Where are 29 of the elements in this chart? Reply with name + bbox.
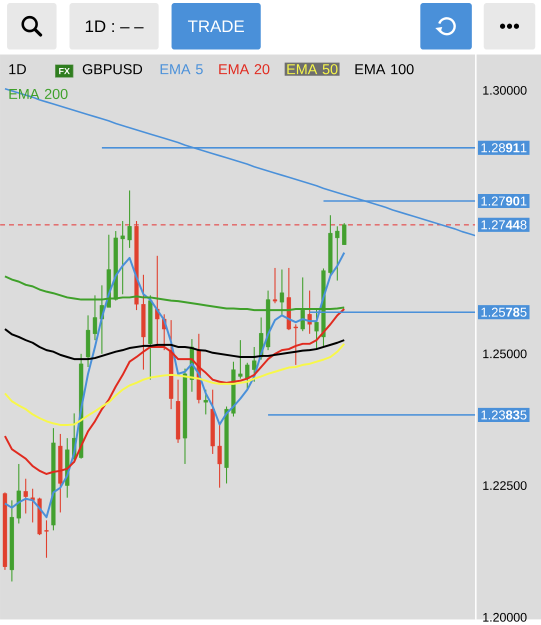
y-tick-label: 1.22500	[483, 481, 526, 490]
text: 1.23835	[481, 410, 526, 420]
text: 1D : – –	[86, 20, 144, 32]
candlestick	[127, 190, 132, 248]
candlestick	[120, 220, 125, 295]
text: 1.25785	[481, 308, 526, 317]
candlestick	[294, 324, 298, 366]
text: 1.28911	[481, 143, 526, 152]
candlestick	[252, 346, 256, 382]
y-tick-label: 1.25000	[483, 349, 526, 358]
candlestick	[272, 267, 278, 304]
text: EMA 50	[287, 64, 338, 74]
text: EMA 5	[160, 64, 203, 74]
text: EMA 100	[355, 64, 414, 74]
candlestick	[217, 424, 222, 488]
y-tick-label: 1.20000	[483, 612, 526, 622]
candlestick	[335, 226, 340, 282]
text: EMA 20	[219, 64, 270, 74]
candlestick	[44, 520, 49, 558]
candlestick	[238, 340, 242, 380]
y-tick-label: 1.30000	[483, 86, 526, 95]
text: GBPUSD	[82, 64, 142, 74]
text: 1.27901	[481, 196, 526, 206]
text: TRADE	[188, 20, 244, 32]
ref-line-label: 1.27448	[481, 220, 526, 230]
text: 1D	[9, 64, 26, 74]
candlestick	[342, 222, 346, 246]
candlestick	[204, 389, 208, 415]
candlestick	[23, 478, 28, 514]
